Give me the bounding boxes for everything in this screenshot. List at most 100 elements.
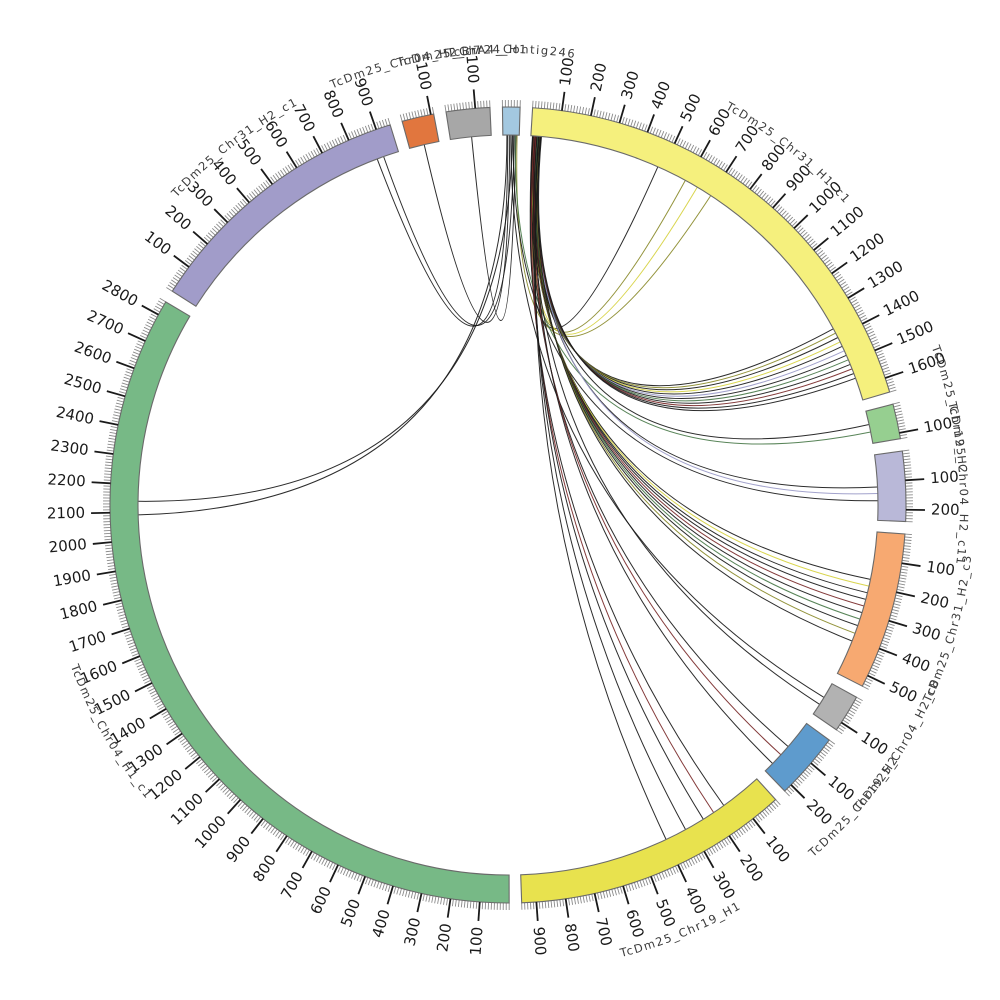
tick-label: 1300 (864, 257, 906, 292)
minor-tick (220, 219, 226, 225)
minor-tick (647, 877, 652, 885)
minor-tick (224, 789, 231, 795)
minor-tick (111, 585, 119, 588)
minor-tick (226, 213, 233, 219)
minor-tick (220, 785, 226, 791)
minor-tick (127, 641, 135, 646)
minor-tick (260, 820, 266, 827)
minor-tick (290, 163, 295, 170)
tick-label: 1700 (67, 627, 109, 656)
minor-tick (416, 892, 420, 900)
tick-label: 2200 (47, 470, 86, 490)
minor-tick (125, 371, 133, 375)
minor-tick (263, 821, 269, 829)
minor-tick (305, 849, 310, 857)
major-tick (149, 708, 167, 720)
minor-tick (137, 666, 145, 671)
minor-tick (235, 204, 241, 211)
minor-tick (630, 119, 634, 127)
minor-tick (809, 240, 816, 247)
minor-tick (376, 881, 380, 889)
minor-tick (893, 404, 901, 408)
minor-tick (263, 181, 268, 189)
minor-tick (122, 379, 130, 383)
minor-tick (462, 102, 464, 110)
minor-tick (295, 159, 300, 167)
minor-tick (898, 425, 906, 428)
major-tick (878, 647, 898, 657)
minor-tick (631, 883, 635, 891)
minor-tick (149, 690, 157, 695)
minor-tick (379, 120, 383, 128)
minor-tick (567, 104, 570, 112)
minor-tick (540, 101, 543, 109)
minor-tick (384, 884, 388, 892)
minor-tick (300, 846, 305, 854)
tick-label: 800 (561, 922, 583, 953)
minor-tick (321, 145, 326, 152)
minor-tick (765, 196, 772, 203)
minor-tick (805, 236, 812, 242)
tick-label: 200 (587, 61, 611, 93)
tick-label: 900 (530, 926, 550, 956)
minor-tick (469, 901, 472, 909)
major-tick (813, 237, 829, 251)
minor-tick (571, 897, 574, 905)
minor-tick (862, 685, 869, 690)
minor-tick (602, 891, 606, 899)
tick-label: 100 (858, 728, 892, 759)
minor-tick (116, 399, 124, 403)
minor-tick (860, 317, 868, 322)
segment-label-contig246: TcBrA4_Contig246 (445, 42, 577, 61)
minor-tick (310, 150, 315, 158)
minor-tick (822, 257, 829, 263)
minor-tick (872, 664, 880, 669)
minor-tick (114, 408, 122, 411)
minor-tick (146, 685, 154, 690)
minor-tick (207, 232, 214, 238)
tick-label: 1100 (167, 789, 207, 828)
minor-tick (625, 884, 629, 892)
minor-tick (112, 591, 120, 594)
minor-tick (267, 825, 273, 832)
minor-tick (900, 437, 908, 440)
minor-tick (411, 111, 414, 119)
major-tick (127, 332, 146, 342)
tick-label: 1500 (894, 317, 936, 348)
minor-tick (169, 282, 176, 287)
minor-tick (731, 833, 736, 841)
tick-label: 300 (401, 916, 425, 948)
tick-label: 400 (647, 79, 674, 112)
minor-tick (331, 863, 336, 871)
minor-tick (883, 637, 891, 641)
tick-label: 700 (592, 916, 616, 948)
major-tick (831, 261, 848, 275)
major-tick (250, 818, 264, 835)
minor-tick (237, 801, 243, 808)
minor-tick (614, 888, 617, 896)
minor-tick (904, 464, 912, 467)
minor-tick (136, 343, 144, 347)
minor-tick (736, 830, 741, 837)
link-curve (471, 135, 517, 321)
link-curve (510, 134, 825, 698)
minor-tick (228, 793, 235, 800)
minor-tick (556, 899, 559, 907)
minor-tick (308, 152, 313, 159)
major-tick (646, 114, 655, 133)
major-tick (867, 674, 886, 685)
minor-tick (695, 147, 700, 155)
minor-tick (167, 284, 175, 290)
segment-band-contig246 (501, 106, 521, 136)
minor-tick (104, 470, 112, 472)
major-tick (227, 799, 242, 815)
minor-tick (576, 105, 579, 114)
minor-tick (903, 551, 911, 553)
minor-tick (856, 309, 864, 314)
minor-tick (186, 747, 193, 753)
minor-tick (329, 141, 334, 148)
minor-tick (113, 596, 121, 600)
minor-tick (199, 763, 206, 769)
minor-tick (179, 737, 186, 743)
minor-tick (671, 135, 676, 143)
